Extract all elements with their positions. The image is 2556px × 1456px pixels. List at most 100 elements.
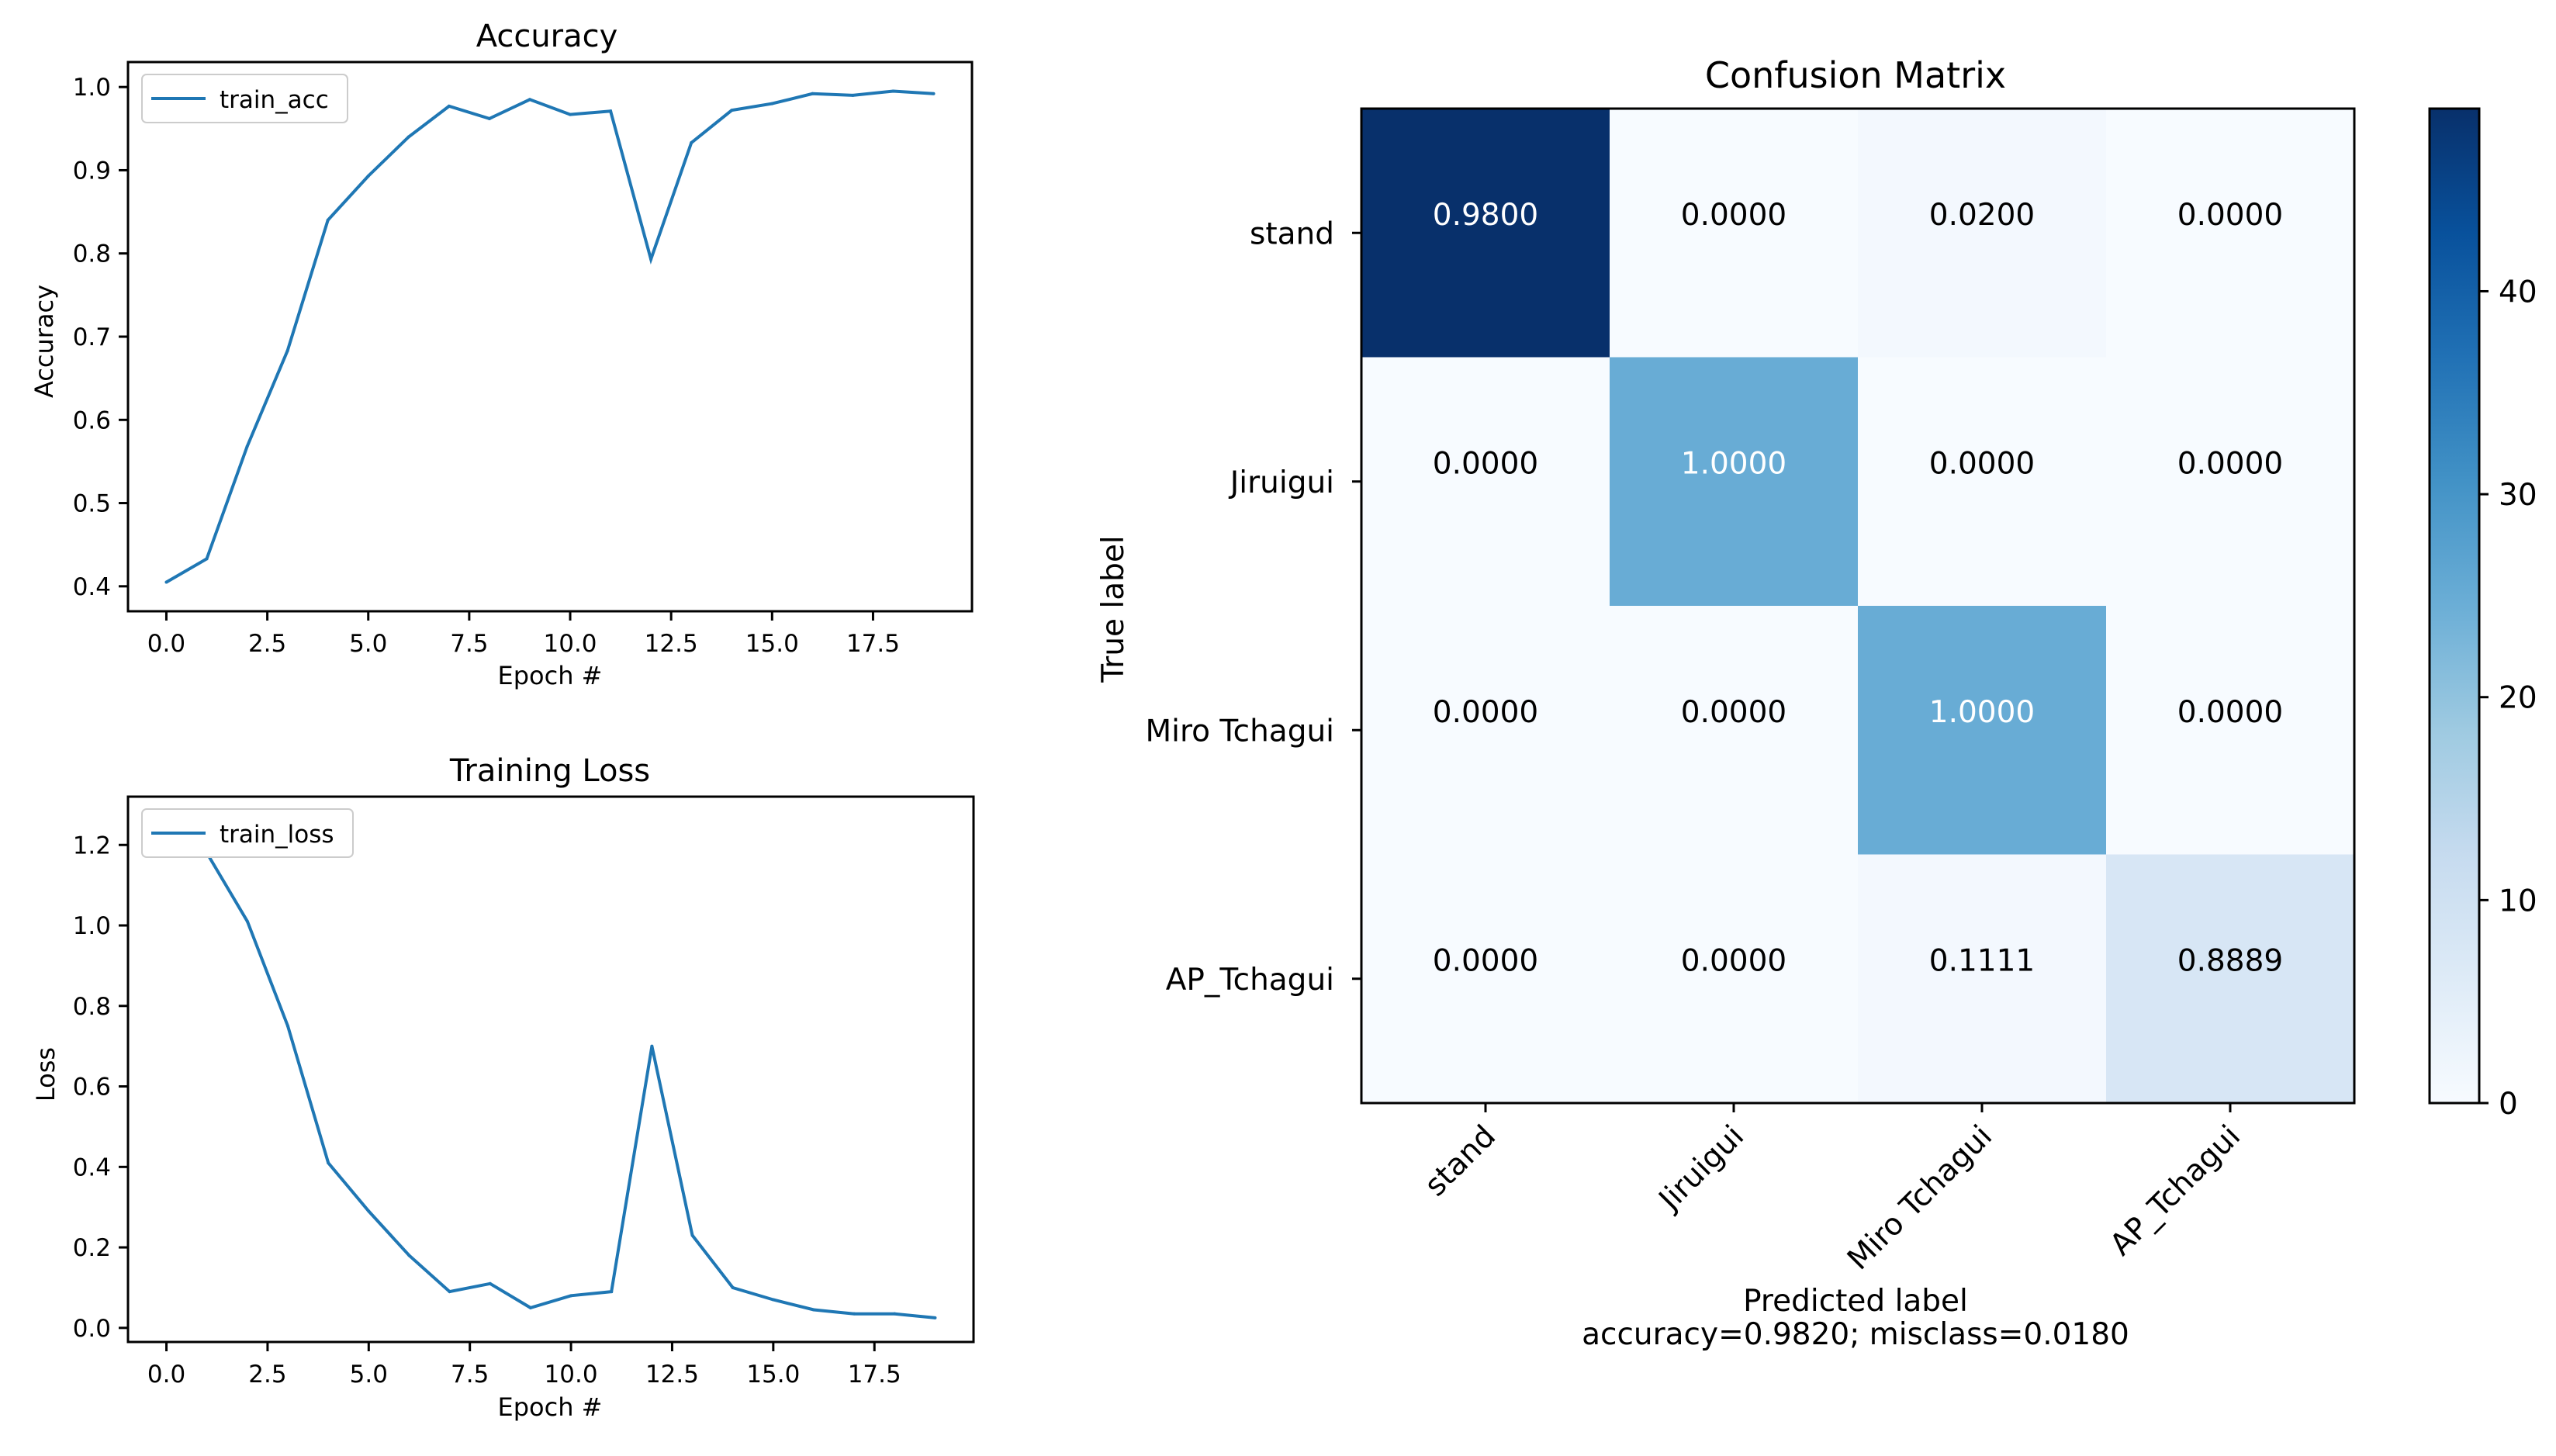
loss-y-axis-label: Loss bbox=[31, 1047, 61, 1102]
accuracy-x-tick-label: 7.5 bbox=[450, 630, 488, 658]
accuracy-data-point bbox=[609, 109, 613, 113]
loss-x-tick-label: 0.0 bbox=[147, 1361, 185, 1389]
loss-legend-box bbox=[141, 808, 354, 858]
accuracy-legend-box bbox=[141, 74, 348, 123]
confusion-matrix-row-labels: stand Jiruigui Miro Tchagui AP_Tchagui bbox=[1146, 216, 1361, 998]
confusion-matrix-col-labels: stand Jiruigui Miro Tchagui AP_Tchagui bbox=[1418, 1103, 2247, 1277]
accuracy-x-ticks: 0.0 2.5 5.0 7.5 10.0 12.5 15.0 17.5 bbox=[147, 611, 900, 658]
confusion-matrix-title: Confusion Matrix bbox=[1705, 54, 2006, 96]
accuracy-data-point bbox=[285, 349, 289, 353]
confusion-matrix-col-label: Miro Tchagui bbox=[1841, 1119, 1999, 1277]
accuracy-y-tick-label: 0.5 bbox=[73, 490, 111, 518]
accuracy-data-point bbox=[569, 112, 572, 116]
loss-legend-label: train_loss bbox=[220, 821, 334, 849]
confusion-matrix-cell-value: 0.0000 bbox=[1929, 447, 2035, 482]
loss-y-tick-label: 0.6 bbox=[73, 1074, 111, 1102]
accuracy-y-tick-label: 0.6 bbox=[73, 406, 111, 434]
confusion-matrix-y-axis-label: True label bbox=[1096, 535, 1131, 683]
loss-data-point bbox=[610, 1290, 614, 1294]
confusion-matrix-cell-value: 0.0000 bbox=[1433, 695, 1538, 730]
confusion-matrix-cell-value: 1.0000 bbox=[1681, 447, 1786, 482]
loss-axes-frame bbox=[126, 795, 975, 1344]
accuracy-data-point bbox=[690, 141, 693, 145]
confusion-matrix-cell-value: 0.0000 bbox=[1433, 447, 1538, 482]
loss-title: Training Loss bbox=[449, 753, 650, 789]
loss-data-point bbox=[327, 1161, 330, 1165]
loss-x-tick-label: 12.5 bbox=[645, 1361, 699, 1389]
accuracy-x-axis-label: Epoch # bbox=[498, 661, 603, 690]
loss-legend: train_loss bbox=[141, 808, 354, 858]
accuracy-data-point bbox=[326, 218, 330, 222]
loss-x-axis-label: Epoch # bbox=[498, 1392, 603, 1422]
confusion-matrix-cell bbox=[1858, 109, 2107, 358]
confusion-matrix-cell bbox=[1610, 109, 1859, 358]
accuracy-axes-frame bbox=[126, 61, 974, 613]
confusion-matrix-col-label: Jiruigui bbox=[1651, 1119, 1751, 1219]
accuracy-data-point bbox=[447, 104, 451, 108]
accuracy-x-tick-label: 2.5 bbox=[248, 630, 286, 658]
accuracy-data-point bbox=[851, 93, 855, 97]
colorbar-gradient bbox=[2428, 107, 2481, 1105]
confusion-matrix-x-axis-label: Predicted label bbox=[1743, 1284, 1968, 1319]
confusion-matrix-frame bbox=[1360, 107, 2356, 1105]
confusion-matrix-cell-value: 0.0000 bbox=[1433, 944, 1538, 979]
confusion-matrix-cell bbox=[1610, 854, 1859, 1104]
accuracy-x-tick-label: 0.0 bbox=[147, 630, 185, 658]
accuracy-y-tick-label: 0.9 bbox=[73, 157, 111, 185]
confusion-matrix-cell bbox=[1610, 357, 1859, 607]
loss-x-tick-label: 5.0 bbox=[350, 1361, 388, 1389]
colorbar-tick-label: 20 bbox=[2499, 681, 2537, 716]
confusion-matrix-col-label: AP_Tchagui bbox=[2104, 1119, 2247, 1262]
loss-y-tick-label: 0.4 bbox=[73, 1153, 111, 1181]
accuracy-data-point bbox=[932, 92, 936, 95]
accuracy-legend-label: train_acc bbox=[220, 86, 329, 114]
confusion-matrix-cell bbox=[1361, 109, 1610, 358]
accuracy-data-point bbox=[164, 580, 168, 584]
confusion-matrix: Confusion Matrix 0.9800 0.0000 0.0200 0.000… bbox=[1096, 54, 2537, 1352]
accuracy-data-point bbox=[205, 557, 209, 561]
loss-data-point bbox=[893, 1312, 897, 1316]
confusion-matrix-cell bbox=[1610, 606, 1859, 855]
accuracy-data-point bbox=[527, 98, 531, 102]
accuracy-data-point bbox=[730, 109, 734, 112]
accuracy-x-tick-label: 5.0 bbox=[349, 630, 387, 658]
confusion-matrix-cell-value: 0.0000 bbox=[2177, 695, 2283, 730]
loss-data-point bbox=[245, 919, 249, 923]
loss-data-point bbox=[488, 1281, 492, 1285]
confusion-matrix-cell bbox=[1361, 357, 1610, 607]
colorbar-tick-label: 10 bbox=[2499, 884, 2537, 918]
confusion-matrix-col-label: stand bbox=[1418, 1119, 1503, 1203]
loss-data-point bbox=[771, 1298, 775, 1302]
loss-x-tick-label: 10.0 bbox=[545, 1361, 598, 1389]
loss-x-tick-label: 15.0 bbox=[746, 1361, 800, 1389]
loss-subplot: Training Loss 0.0 2.5 5.0 7.5 10.0 12.5 15.0 17… bbox=[31, 753, 975, 1422]
accuracy-series-line bbox=[165, 89, 934, 584]
accuracy-x-tick-label: 17.5 bbox=[846, 630, 900, 658]
loss-series-line bbox=[165, 815, 936, 1319]
loss-x-tick-label: 17.5 bbox=[848, 1361, 901, 1389]
confusion-matrix-cell-value: 0.0000 bbox=[2177, 198, 2283, 233]
confusion-matrix-cell bbox=[2106, 606, 2355, 855]
accuracy-x-tick-label: 12.5 bbox=[645, 630, 698, 658]
loss-y-tick-label: 0.2 bbox=[73, 1234, 111, 1262]
confusion-matrix-row-label: Jiruigui bbox=[1228, 465, 1334, 500]
accuracy-y-tick-label: 1.0 bbox=[73, 74, 111, 102]
accuracy-data-point bbox=[811, 92, 815, 95]
confusion-matrix-row-label: AP_Tchagui bbox=[1166, 963, 1334, 998]
accuracy-series-points bbox=[164, 89, 936, 584]
confusion-matrix-accuracy-note: accuracy=0.9820; misclass=0.0180 bbox=[1582, 1317, 2129, 1352]
loss-y-tick-label: 0.8 bbox=[73, 993, 111, 1021]
confusion-matrix-cell-value: 0.9800 bbox=[1433, 198, 1538, 233]
loss-data-point bbox=[528, 1306, 532, 1309]
confusion-matrix-cell bbox=[1361, 606, 1610, 855]
accuracy-data-point bbox=[406, 135, 410, 139]
accuracy-data-point bbox=[770, 102, 774, 105]
loss-x-tick-label: 2.5 bbox=[248, 1361, 286, 1389]
accuracy-y-tick-label: 0.4 bbox=[73, 573, 111, 601]
loss-x-ticks: 0.0 2.5 5.0 7.5 10.0 12.5 15.0 17.5 bbox=[147, 1342, 901, 1389]
accuracy-x-tick-label: 10.0 bbox=[544, 630, 597, 658]
confusion-matrix-cell-value: 0.0000 bbox=[2177, 447, 2283, 482]
accuracy-x-tick-label: 15.0 bbox=[745, 630, 799, 658]
confusion-matrix-cell-value: 0.0000 bbox=[1681, 198, 1786, 233]
confusion-matrix-cell bbox=[2106, 109, 2355, 358]
